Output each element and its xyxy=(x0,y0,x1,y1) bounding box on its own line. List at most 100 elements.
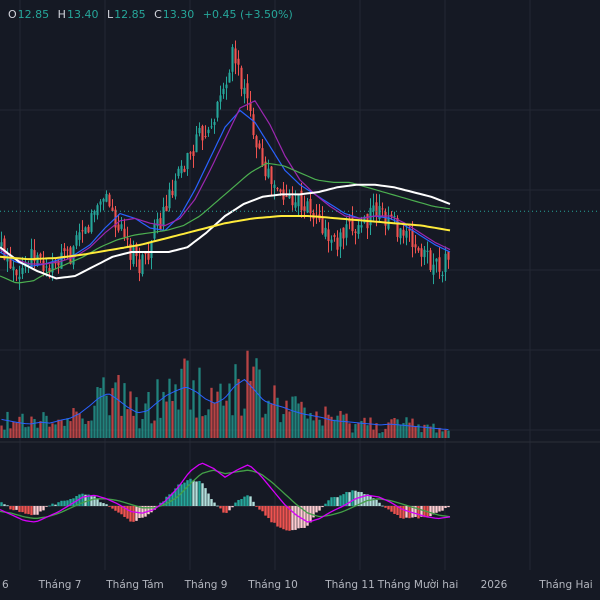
volume-bar xyxy=(51,423,54,438)
candle-body xyxy=(51,262,54,273)
macd-histogram-bar xyxy=(207,493,210,506)
close-value: 13.30 xyxy=(162,8,195,21)
macd-histogram-bar xyxy=(18,506,21,512)
volume-bar xyxy=(183,358,186,438)
candle-body xyxy=(309,198,312,214)
macd-histogram-bar xyxy=(225,506,228,513)
macd-histogram-bar xyxy=(216,505,219,507)
volume-bar xyxy=(54,424,57,438)
volume-bar xyxy=(264,413,267,438)
macd-histogram-bar xyxy=(36,506,39,515)
candle-body xyxy=(144,252,147,254)
candle-body xyxy=(222,88,225,95)
macd-histogram-bar xyxy=(435,506,438,513)
volume-bar xyxy=(330,416,333,438)
volume-bar xyxy=(96,387,99,438)
macd-histogram-bar xyxy=(399,506,402,519)
macd-histogram-bar xyxy=(3,504,6,506)
volume-bar xyxy=(159,417,162,438)
candle-body xyxy=(306,201,309,213)
x-tick-label: 6 xyxy=(2,579,9,591)
candle-body xyxy=(258,143,261,149)
candle-body xyxy=(300,190,303,211)
macd-histogram-bar xyxy=(261,506,264,512)
macd-line xyxy=(0,462,451,523)
volume-bar xyxy=(165,401,168,438)
macd-histogram-bar xyxy=(129,506,132,522)
macd-histogram-bar xyxy=(210,499,213,506)
macd-histogram-bar xyxy=(9,506,12,510)
volume-bar xyxy=(255,358,258,438)
volume-bar xyxy=(438,427,441,438)
volume-bar xyxy=(204,415,207,438)
candle-body xyxy=(432,264,435,275)
candle-body xyxy=(126,238,129,240)
macd-histogram-bar xyxy=(345,491,348,506)
volume-bar xyxy=(111,388,114,438)
macd-histogram-bar xyxy=(270,506,273,523)
volume-bar xyxy=(321,425,324,438)
macd-histogram-bar xyxy=(198,480,201,506)
candle-body xyxy=(57,260,60,266)
volume-bar xyxy=(135,397,138,438)
volume-bar xyxy=(48,426,51,438)
candle-body xyxy=(84,227,87,234)
volume-bar xyxy=(207,409,210,438)
candle-body xyxy=(6,257,9,262)
volume-bar xyxy=(357,422,360,438)
macd-histogram-bar xyxy=(219,506,222,509)
volume-bar xyxy=(375,423,378,438)
macd-histogram-bar xyxy=(126,506,129,519)
volume-bar xyxy=(195,417,198,438)
candle-body xyxy=(261,148,264,166)
macd-histogram-bar xyxy=(303,506,306,528)
macd-histogram-bar xyxy=(360,492,363,506)
macd-histogram-bar xyxy=(81,493,84,506)
volume-bar xyxy=(108,415,111,438)
candle-body xyxy=(63,248,66,252)
candle-body xyxy=(336,237,339,250)
moving-average-line xyxy=(0,109,451,267)
macd-histogram-bar xyxy=(57,502,60,506)
candle-body xyxy=(288,195,291,199)
candle-body xyxy=(294,202,297,208)
candle-body xyxy=(138,259,141,274)
macd-histogram-bar xyxy=(243,496,246,506)
volume-bar xyxy=(348,423,351,438)
volume-bar xyxy=(210,387,213,438)
macd-histogram-bar xyxy=(201,483,204,506)
volume-bar xyxy=(369,417,372,438)
macd-histogram-bar xyxy=(27,506,30,515)
candle-body xyxy=(360,225,363,228)
volume-bar xyxy=(312,420,315,438)
volume-bar xyxy=(141,419,144,438)
volume-bar xyxy=(405,417,408,438)
candle-body xyxy=(162,207,165,227)
volume-bar xyxy=(393,417,396,438)
candle-body xyxy=(291,196,294,206)
macd-histogram-bar xyxy=(327,500,330,506)
candle-body xyxy=(426,250,429,252)
macd-histogram-bar xyxy=(375,499,378,506)
volume-bar xyxy=(258,369,261,438)
macd-histogram-bar xyxy=(411,506,414,518)
volume-bar xyxy=(84,424,87,438)
volume-bar xyxy=(21,413,24,438)
macd-histogram-bar xyxy=(438,506,441,512)
macd-histogram-bar xyxy=(105,504,108,506)
candle-body xyxy=(87,226,90,233)
candle-body xyxy=(447,251,450,260)
macd-histogram-bar xyxy=(162,501,165,506)
macd-histogram-bar xyxy=(333,496,336,506)
volume-bar xyxy=(6,411,9,438)
volume-bar xyxy=(237,378,240,438)
candle-body xyxy=(384,211,387,226)
candle-body xyxy=(183,168,186,172)
macd-histogram-bar xyxy=(141,506,144,518)
macd-histogram-bar xyxy=(99,502,102,506)
candle-body xyxy=(216,101,219,118)
volume-bar xyxy=(279,422,282,438)
volume-bar xyxy=(231,415,234,438)
volume-bar xyxy=(441,431,444,438)
